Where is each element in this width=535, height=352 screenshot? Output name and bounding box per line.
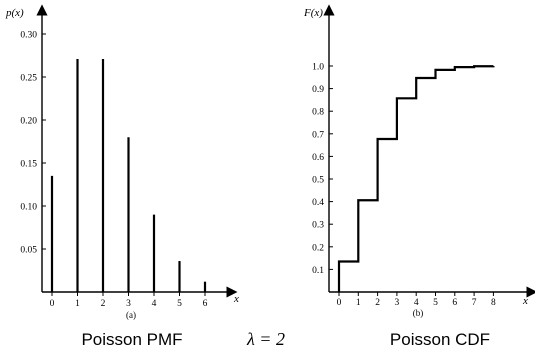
pmf-y-tick-label: 0.30 [20, 31, 37, 41]
cdf-x-axis-label: x [522, 295, 528, 307]
cdf-y-tick-label: 1.0 [312, 63, 324, 73]
pmf-y-tick-label: 0.10 [20, 203, 37, 213]
cdf-y-tick-label: 0.3 [312, 221, 324, 231]
cdf-y-tick-label: 0.2 [312, 243, 324, 253]
cdf-step-line [337, 65, 495, 292]
pmf-caption: Poisson PMF [81, 330, 182, 349]
cdf-x-tick-label: 3 [395, 298, 400, 308]
cdf-x-tick-label: 7 [472, 298, 477, 308]
cdf-x-tick-label: 0 [337, 298, 342, 308]
pmf-x-axis-label: x [233, 293, 239, 305]
cdf-y-tick-label: 0.8 [312, 108, 324, 118]
cdf-y-tick-label: 0.5 [312, 176, 324, 186]
cdf-y-tick-label: 0.6 [312, 153, 324, 163]
pmf-chart: p(x) x (a) 0.05 0.10 0.15 0.20 0.25 0.30 0 1 2 3… [5, 4, 239, 320]
pmf-x-tick-label: 4 [152, 299, 157, 309]
cdf-y-tick-label: 0.7 [312, 130, 324, 140]
cdf-chart: F(x) x (b) 0.1 0.2 0.3 0.4 0.5 0.6 0.7 0.8 0.9 1.… [303, 4, 535, 318]
cdf-x-tick-label: 2 [375, 298, 380, 308]
pmf-x-tick-label: 3 [126, 299, 131, 309]
cdf-caption: Poisson CDF [390, 330, 490, 349]
cdf-x-tick-label: 4 [414, 298, 419, 308]
cdf-y-tick-label: 0.1 [312, 266, 324, 276]
lambda-label: λ = 2 [246, 329, 285, 349]
cdf-x-tick-label: 1 [356, 298, 361, 308]
pmf-x-tick-label: 5 [177, 299, 182, 309]
pmf-x-tick-label: 6 [203, 299, 208, 309]
pmf-y-axis-label: p(x) [5, 7, 24, 19]
cdf-x-tick-label: 8 [491, 298, 496, 308]
cdf-y-tick-label: 0.4 [312, 198, 324, 208]
pmf-y-tick-label: 0.25 [20, 74, 37, 84]
pmf-y-tick-label: 0.05 [20, 246, 37, 256]
pmf-x-tick-label: 0 [50, 299, 55, 309]
cdf-y-tick-label: 0.9 [312, 85, 324, 95]
cdf-x-tick-label: 6 [452, 298, 457, 308]
cdf-x-tick-label: 5 [433, 298, 438, 308]
pmf-x-tick-label: 2 [101, 299, 106, 309]
pmf-x-tick-label: 1 [75, 299, 80, 309]
cdf-panel-label: (b) [413, 308, 424, 318]
pmf-y-tick-label: 0.20 [20, 117, 37, 127]
pmf-panel-label: (a) [126, 310, 136, 320]
pmf-y-tick-label: 0.15 [20, 160, 37, 170]
cdf-y-axis-label: F(x) [303, 7, 323, 19]
